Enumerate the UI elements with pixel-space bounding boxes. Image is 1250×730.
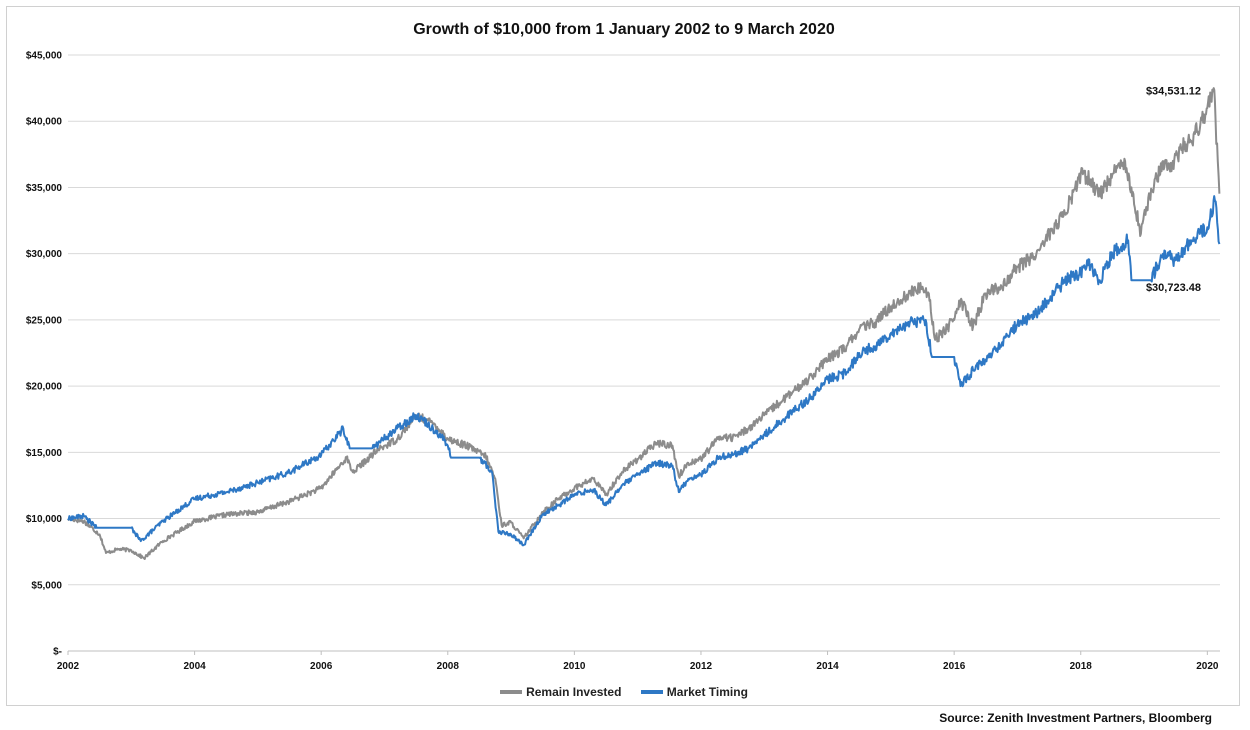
y-axis: $- $5,000 $10,000 $15,000 $20,000 $25,000 $30,… xyxy=(26,51,63,658)
series-lines xyxy=(67,87,1221,560)
legend-swatch-remain-invested xyxy=(500,690,523,694)
y-tick-label: $10,000 xyxy=(26,514,63,525)
series-line-market-timing xyxy=(67,195,1221,547)
legend-swatch-market-timing xyxy=(640,690,663,694)
x-axis: 2002 2004 2006 2008 2010 2012 2014 2016 2018 2020 xyxy=(57,650,1220,672)
end-value-labels: $34,531.12 $30,723.48 xyxy=(1146,86,1201,294)
x-tick-label: 2012 xyxy=(690,661,713,672)
y-tick-label: $25,000 xyxy=(26,315,63,326)
x-tick-label: 2016 xyxy=(943,661,966,672)
gridlines xyxy=(68,54,1220,652)
x-tick-label: 2020 xyxy=(1196,661,1219,672)
x-tick-label: 2002 xyxy=(57,661,80,672)
y-tick-label: $20,000 xyxy=(26,382,63,393)
y-tick-label: $45,000 xyxy=(26,51,63,62)
x-tick-label: 2008 xyxy=(437,661,460,672)
series-line-remain-invested xyxy=(67,87,1221,560)
y-tick-label: $40,000 xyxy=(26,117,63,128)
y-tick-label: $15,000 xyxy=(26,448,63,459)
legend-label-market-timing: Market Timing xyxy=(666,685,748,699)
chart-frame: Growth of $10,000 from 1 January 2002 to… xyxy=(6,6,1240,706)
source-note: Source: Zenith Investment Partners, Bloo… xyxy=(939,711,1212,725)
legend-item-remain-invested: Remain Invested xyxy=(500,685,621,699)
legend: Remain Invested Market Timing xyxy=(7,683,1241,699)
x-tick-label: 2006 xyxy=(310,661,333,672)
line-chart: $- $5,000 $10,000 $15,000 $20,000 $25,000 $30,… xyxy=(26,51,1221,672)
end-value-label: $30,723.48 xyxy=(1146,282,1201,294)
end-value-label: $34,531.12 xyxy=(1146,86,1201,98)
chart-title: Growth of $10,000 from 1 January 2002 to… xyxy=(413,21,835,38)
legend-item-market-timing: Market Timing xyxy=(640,685,748,699)
legend-label-remain-invested: Remain Invested xyxy=(526,685,622,699)
x-tick-label: 2018 xyxy=(1070,661,1093,672)
x-tick-label: 2014 xyxy=(816,661,839,672)
y-tick-label: $5,000 xyxy=(31,580,62,591)
y-tick-label: $30,000 xyxy=(26,249,63,260)
x-tick-label: 2010 xyxy=(563,661,586,672)
y-tick-label: $35,000 xyxy=(26,183,63,194)
x-tick-label: 2004 xyxy=(183,661,206,672)
y-tick-label: $- xyxy=(53,647,62,658)
